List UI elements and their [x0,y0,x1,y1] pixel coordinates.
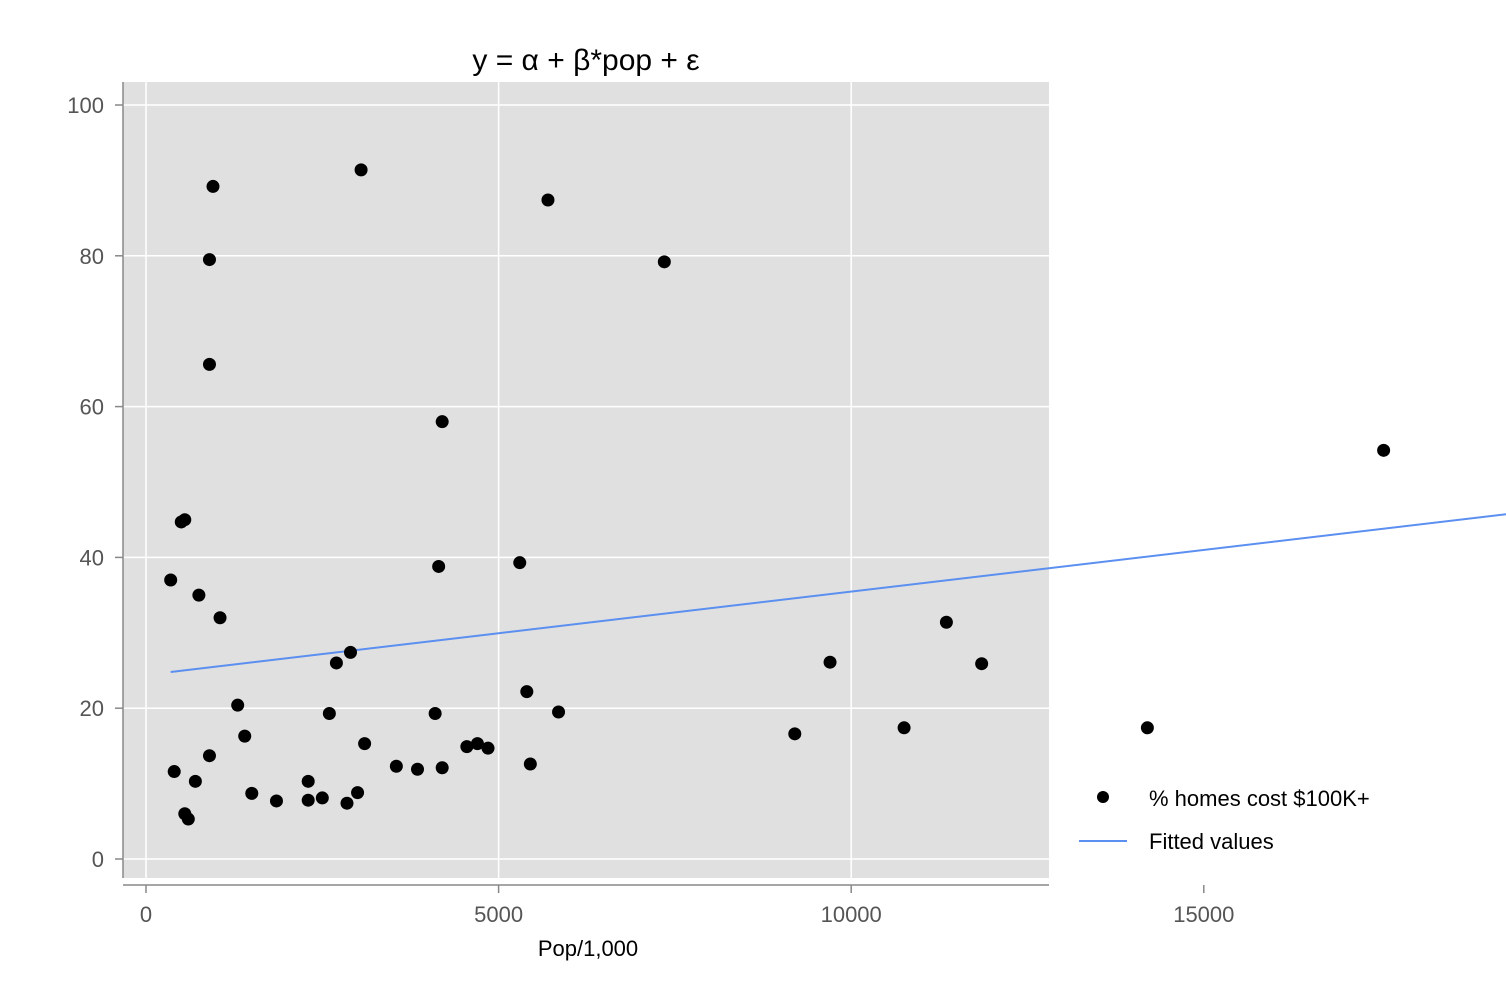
data-point [329,656,343,670]
scatter-points [164,163,1391,826]
y-tick-label: 100 [67,93,104,118]
x-tick-label: 0 [140,902,152,927]
legend-marker-points [1097,791,1109,803]
data-point [481,741,495,755]
data-point [167,765,181,779]
x-tick-label: 10000 [821,902,882,927]
data-point [322,706,336,720]
data-point [411,762,425,776]
vertical-gridlines [145,82,1205,878]
data-point [432,559,446,573]
data-point [358,737,372,751]
data-point [657,255,671,269]
data-point [939,615,953,629]
data-point [301,793,315,807]
y-tick-label: 40 [80,545,104,570]
data-point [470,737,484,751]
plot-area [123,82,1049,878]
x-axis-ticks: 0500010000150002000025000 [140,885,1234,927]
data-point [192,588,206,602]
data-point [202,357,216,371]
x-tick-label: 5000 [474,902,523,927]
data-point [435,415,449,429]
legend-label-points: % homes cost $100K+ [1149,786,1370,811]
data-point [460,740,474,754]
data-point [174,515,188,529]
data-point [1377,443,1391,457]
data-point [435,761,449,775]
data-point [181,812,195,826]
data-point [344,645,358,659]
data-point [552,705,566,719]
data-point [788,727,802,741]
data-point [389,759,403,773]
data-point [231,698,245,712]
data-point [1140,721,1154,735]
data-point [541,193,555,207]
data-point [354,163,368,177]
data-point [202,253,216,267]
data-point [428,706,442,720]
horizontal-gridlines [123,104,1049,860]
data-point [523,757,537,771]
data-point [269,794,283,808]
data-point [245,786,259,800]
y-tick-label: 20 [80,696,104,721]
fitted-line-layer [170,513,1506,674]
fitted-values-line [170,513,1506,674]
data-point [513,556,527,570]
x-tick-label: 15000 [1173,902,1234,927]
data-point [823,655,837,669]
data-point [340,796,354,810]
y-tick-label: 0 [92,847,104,872]
data-point [520,685,534,699]
data-point [315,791,329,805]
data-point [301,774,315,788]
y-axis-ticks: 0 20 40 60 80 100 [67,93,123,872]
data-point [975,657,989,671]
data-point [213,611,227,625]
y-tick-label: 80 [80,244,104,269]
chart-title: y = α + β*pop + ε [472,44,699,77]
legend: % homes cost $100K+ Fitted values [1079,786,1370,854]
y-tick-label: 60 [80,395,104,420]
x-axis-title: Pop/1,000 [538,936,638,961]
data-point [897,721,911,735]
data-point [164,573,178,587]
data-point [238,729,252,743]
data-point [351,786,365,800]
data-point [188,774,202,788]
legend-label-fitted: Fitted values [1149,829,1274,854]
data-point [206,179,220,193]
data-point [202,749,216,763]
